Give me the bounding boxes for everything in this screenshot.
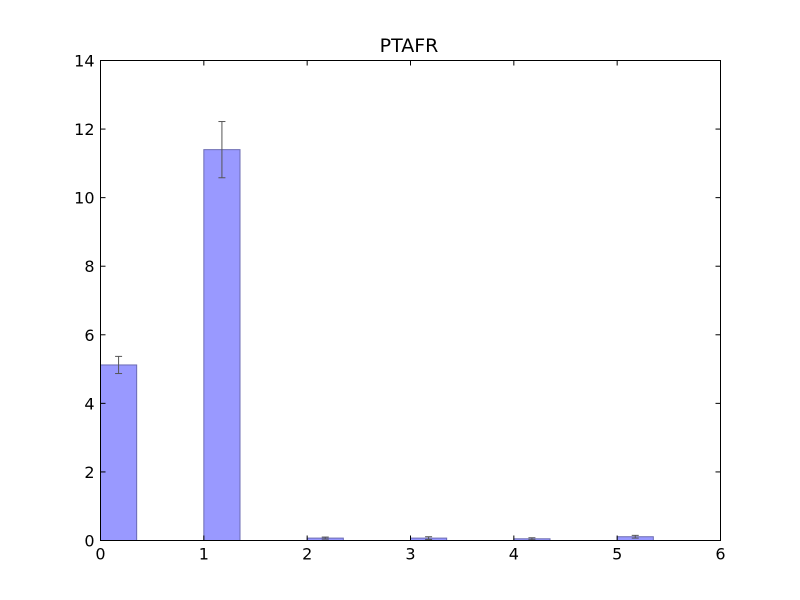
bar-1	[203, 149, 241, 541]
error-bar-0	[115, 355, 123, 375]
y-tick-label-6: 12	[74, 120, 94, 139]
x-tick-label-5: 5	[612, 545, 622, 564]
y-tick-label-0: 0	[84, 532, 94, 551]
x-tick-label-6: 6	[715, 545, 725, 564]
bars-layer	[100, 149, 654, 542]
x-tick-label-2: 2	[302, 545, 312, 564]
error-bar-2	[321, 536, 329, 540]
y-tick-label-4: 8	[84, 257, 94, 276]
error-bars-layer	[115, 121, 639, 541]
plot-frame	[100, 60, 721, 541]
error-bar-5	[631, 534, 639, 539]
error-bar-3	[425, 536, 433, 540]
y-tick-label-2: 4	[84, 394, 94, 413]
y-tick-label-1: 2	[84, 463, 94, 482]
x-tick-label-1: 1	[199, 545, 209, 564]
x-tick-label-0: 0	[95, 545, 105, 564]
chart-title: PTAFR	[380, 35, 439, 57]
bar-0	[100, 364, 138, 542]
y-tick-label-5: 10	[74, 189, 94, 208]
x-tick-label-3: 3	[405, 545, 415, 564]
error-bar-4	[528, 537, 536, 541]
ticks-layer	[100, 60, 721, 541]
x-tick-label-4: 4	[509, 545, 519, 564]
y-tick-label-3: 6	[84, 326, 94, 345]
y-tick-label-7: 14	[74, 52, 94, 71]
error-bar-1	[218, 121, 226, 179]
